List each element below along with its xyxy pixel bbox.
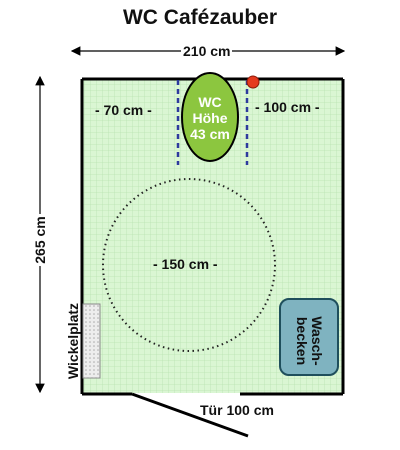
width-label: 210 cm bbox=[181, 43, 233, 59]
door-leaf bbox=[131, 392, 249, 438]
turning-circle-label: - 150 cm - bbox=[153, 256, 218, 272]
sink bbox=[279, 298, 339, 376]
toilet-label: WC Höhe 43 cm bbox=[182, 94, 238, 142]
sink-label-line1: Wasch- bbox=[309, 316, 325, 366]
changing-table-label: Wickelplatz bbox=[65, 302, 81, 380]
sink-label: Wasch- becken bbox=[294, 311, 325, 371]
right-clearance-label: - 100 cm - bbox=[255, 99, 320, 115]
changing-table-texture bbox=[83, 304, 100, 378]
sink-label-line2: becken bbox=[294, 316, 310, 366]
room-walls bbox=[80, 77, 345, 396]
flush-button-icon bbox=[246, 75, 260, 89]
left-clearance-label: - 70 cm - bbox=[95, 102, 152, 118]
height-label: 265 cm bbox=[32, 214, 48, 266]
toilet-label-line1: WC bbox=[198, 94, 222, 110]
turning-circle bbox=[102, 178, 276, 352]
diagram-title: WC Cafézauber bbox=[122, 6, 278, 29]
toilet-label-line3: 43 cm bbox=[190, 126, 230, 142]
toilet-bowl bbox=[181, 72, 239, 162]
toilet-label-line2: Höhe bbox=[192, 110, 228, 126]
door-label: Tür 100 cm bbox=[200, 402, 274, 418]
